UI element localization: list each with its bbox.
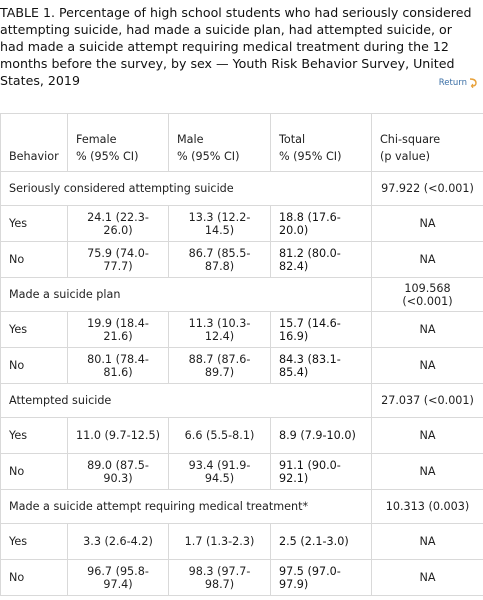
group-label: Made a suicide attempt requiring medical… (0, 489, 372, 524)
header-chi-square: Chi-square (p value) (371, 113, 483, 172)
cell-male: 1.7 (1.3-2.3) (168, 523, 271, 560)
cell-behavior: No (0, 347, 68, 384)
cell-female: 80.1 (78.4-81.6) (67, 347, 169, 384)
cell-chi-square: NA (371, 205, 483, 242)
cell-behavior: No (0, 559, 68, 596)
cell-male: 6.6 (5.5-8.1) (168, 417, 271, 454)
cell-male: 98.3 (97.7-98.7) (168, 559, 271, 596)
return-link[interactable]: Return (439, 78, 478, 88)
group-row: Made a suicide attempt requiring medical… (0, 489, 483, 524)
cell-male: 11.3 (10.3-12.4) (168, 311, 271, 348)
cell-female: 96.7 (95.8-97.4) (67, 559, 169, 596)
header-female: Female% (95% CI) (67, 113, 169, 172)
group-chi-square: 97.922 (<0.001) (371, 171, 483, 206)
table-row: Yes 11.0 (9.7-12.5) 6.6 (5.5-8.1) 8.9 (7.9-… (0, 417, 483, 454)
table-row: No 96.7 (95.8-97.4) 98.3 (97.7-98.7) 97.5 (… (0, 559, 483, 596)
cell-total: 2.5 (2.1-3.0) (270, 523, 372, 560)
cell-male: 86.7 (85.5-87.8) (168, 241, 271, 278)
data-table: Behavior Female% (95% CI) Male% (95% CI)… (0, 113, 483, 596)
table-row: Yes 19.9 (18.4-21.6) 11.3 (10.3-12.4) 15.7 … (0, 311, 483, 348)
group-row: Made a suicide plan 109.568 (<0.001) (0, 277, 483, 312)
cell-male: 88.7 (87.6-89.7) (168, 347, 271, 384)
group-chi-square: 109.568 (<0.001) (371, 277, 483, 312)
group-row: Seriously considered attempting suicide 9… (0, 171, 483, 206)
cell-behavior: Yes (0, 205, 68, 242)
cell-total: 91.1 (90.0-92.1) (270, 453, 372, 490)
table-row: No 89.0 (87.5-90.3) 93.4 (91.9-94.5) 91.1 (… (0, 453, 483, 490)
cell-behavior: No (0, 241, 68, 278)
cell-total: 97.5 (97.0-97.9) (270, 559, 372, 596)
cell-chi-square: NA (371, 559, 483, 596)
cell-behavior: Yes (0, 417, 68, 454)
cell-behavior: No (0, 453, 68, 490)
table-row: No 75.9 (74.0-77.7) 86.7 (85.5-87.8) 81.2 (… (0, 241, 483, 278)
group-chi-square: 27.037 (<0.001) (371, 383, 483, 418)
cell-female: 24.1 (22.3-26.0) (67, 205, 169, 242)
cell-chi-square: NA (371, 347, 483, 384)
cell-behavior: Yes (0, 523, 68, 560)
cell-chi-square: NA (371, 241, 483, 278)
table-caption: TABLE 1. Percentage of high school stude… (0, 5, 472, 88)
cell-chi-square: NA (371, 453, 483, 490)
cell-total: 15.7 (14.6-16.9) (270, 311, 372, 348)
cell-chi-square: NA (371, 523, 483, 560)
cell-female: 75.9 (74.0-77.7) (67, 241, 169, 278)
cell-total: 81.2 (80.0-82.4) (270, 241, 372, 278)
cell-male: 93.4 (91.9-94.5) (168, 453, 271, 490)
cell-female: 3.3 (2.6-4.2) (67, 523, 169, 560)
cell-chi-square: NA (371, 417, 483, 454)
header-behavior: Behavior (0, 113, 68, 172)
header-total: Total% (95% CI) (270, 113, 372, 172)
cell-female: 89.0 (87.5-90.3) (67, 453, 169, 490)
group-label: Made a suicide plan (0, 277, 372, 312)
cell-male: 13.3 (12.2-14.5) (168, 205, 271, 242)
cell-behavior: Yes (0, 311, 68, 348)
table-row: Yes 3.3 (2.6-4.2) 1.7 (1.3-2.3) 2.5 (2.1-3.… (0, 523, 483, 560)
table-row: Yes 24.1 (22.3-26.0) 13.3 (12.2-14.5) 18.8 … (0, 205, 483, 242)
header-row: Behavior Female% (95% CI) Male% (95% CI)… (0, 113, 483, 172)
cell-total: 18.8 (17.6-20.0) (270, 205, 372, 242)
cell-female: 11.0 (9.7-12.5) (67, 417, 169, 454)
cell-total: 84.3 (83.1-85.4) (270, 347, 372, 384)
group-row: Attempted suicide 27.037 (<0.001) (0, 383, 483, 418)
header-male: Male% (95% CI) (168, 113, 271, 172)
return-label: Return (438, 78, 467, 88)
group-label: Attempted suicide (0, 383, 372, 418)
table-row: No 80.1 (78.4-81.6) 88.7 (87.6-89.7) 84.3 (… (0, 347, 483, 384)
cell-female: 19.9 (18.4-21.6) (67, 311, 169, 348)
return-arrow-icon (469, 78, 477, 88)
cell-chi-square: NA (371, 311, 483, 348)
cell-total: 8.9 (7.9-10.0) (270, 417, 372, 454)
group-chi-square: 10.313 (0.003) (371, 489, 483, 524)
group-label: Seriously considered attempting suicide (0, 171, 372, 206)
